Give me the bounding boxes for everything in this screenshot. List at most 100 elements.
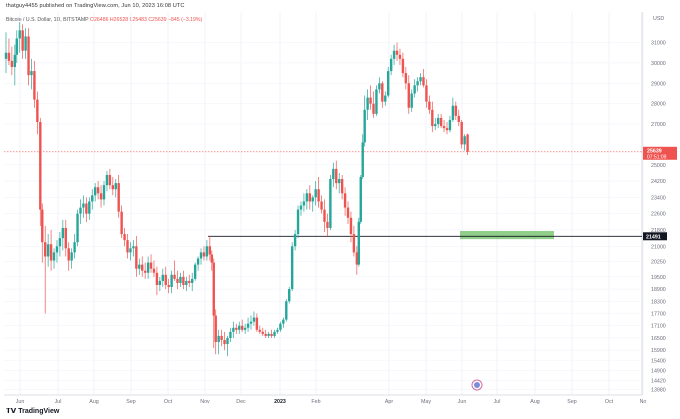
candle-body <box>99 193 103 200</box>
candle-body <box>135 246 138 269</box>
candle-body <box>117 183 120 212</box>
candle-body <box>96 187 100 194</box>
candle-body <box>261 331 264 334</box>
time-tick-label: Dec <box>236 399 246 405</box>
candle-body <box>311 197 314 202</box>
candle-body <box>442 126 446 129</box>
support-zone <box>460 231 554 240</box>
tradingview-logo[interactable]: 𝗧𝗩 TradingView <box>6 407 59 416</box>
candle-body <box>212 262 215 316</box>
candle-body <box>243 327 247 330</box>
candle-body <box>407 83 410 108</box>
candle-body <box>305 193 309 202</box>
candle-body <box>214 315 217 343</box>
candle-body <box>299 205 303 210</box>
candle-body <box>366 97 369 110</box>
price-tick-label: 23400 <box>651 195 666 201</box>
candle-body <box>208 246 212 255</box>
candle-body <box>39 122 42 210</box>
candle-body <box>155 272 159 285</box>
price-tick-label: 19500 <box>651 275 666 281</box>
price-tick-label: 21000 <box>651 244 666 250</box>
candle-body <box>258 329 262 332</box>
candle-body <box>217 335 220 343</box>
candle-body <box>255 317 259 330</box>
candle-body <box>302 201 306 206</box>
candle-body <box>179 276 182 283</box>
candle-body <box>308 193 311 202</box>
candle-body <box>88 201 91 214</box>
time-tick-label: Aug <box>89 399 98 405</box>
candle-body <box>93 187 97 196</box>
candle-body <box>76 213 79 243</box>
candle-body <box>102 185 106 200</box>
candle-body <box>372 103 375 114</box>
time-tick-label: Aug <box>530 399 539 405</box>
candle-body <box>413 85 416 94</box>
time-tick-label: No <box>640 399 647 405</box>
candle-body <box>182 276 185 285</box>
candle-body <box>18 30 21 39</box>
candle-body <box>238 325 241 330</box>
price-tick-label: 24200 <box>651 179 666 185</box>
candle-body <box>323 209 326 222</box>
candle-body <box>229 331 232 338</box>
time-tick-label: May <box>421 399 431 405</box>
price-axis-currency: USD <box>653 16 664 22</box>
candle-body <box>105 174 109 186</box>
candle-body <box>46 244 50 257</box>
candle-body <box>387 71 390 96</box>
time-tick-label: Jun <box>16 399 25 405</box>
candle-body <box>91 195 94 202</box>
level-value: 21491 <box>646 234 661 240</box>
ohlc-close: C25639 <box>148 17 167 23</box>
time-tick-label: Oct <box>164 399 173 405</box>
price-tick-label: 30000 <box>651 61 666 67</box>
price-tick-label: 13980 <box>651 387 666 393</box>
candle-body <box>36 99 39 123</box>
ohlc-change: −845 (−3.19%) <box>167 17 203 23</box>
candle-body <box>61 227 65 239</box>
candle-body <box>460 122 463 145</box>
candle-body <box>352 234 356 253</box>
candle-body <box>129 248 132 253</box>
event-marker-dot <box>474 382 480 388</box>
candle-body <box>120 211 123 235</box>
last-price-value: 25639 <box>647 148 662 154</box>
price-tick-label: 14420 <box>651 378 666 384</box>
candle-body <box>273 331 276 336</box>
candle-body <box>463 136 466 145</box>
price-tick-label: 28000 <box>651 102 666 108</box>
ohlc-high: H26528 <box>109 17 129 23</box>
candle-body <box>108 174 112 186</box>
candle-body <box>24 36 27 51</box>
candle-body <box>67 248 70 261</box>
candle-body <box>264 333 267 336</box>
tradingview-mark-icon: 𝗧𝗩 <box>6 408 17 415</box>
candle-body <box>349 217 353 235</box>
candle-body <box>375 89 378 114</box>
time-tick-label: Sep <box>126 399 135 405</box>
candle-body <box>392 50 396 59</box>
publish-info: thatguy4455 published on TradingView.com… <box>6 3 185 9</box>
candle-body <box>279 323 282 330</box>
candle-body <box>152 268 156 273</box>
candle-body <box>52 252 56 261</box>
candle-body <box>132 246 135 249</box>
candle-body <box>232 327 235 332</box>
candle-body <box>378 83 381 90</box>
time-tick-label: Jul <box>494 399 501 405</box>
candle-body <box>361 142 364 178</box>
candle-body <box>293 234 297 247</box>
candle-body <box>176 278 179 283</box>
candle-body <box>13 54 17 68</box>
candle-body <box>173 274 176 279</box>
candle-body <box>235 327 238 330</box>
candle-body <box>363 109 366 143</box>
price-tick-label: 20250 <box>651 260 666 266</box>
price-tick-label: 18300 <box>651 299 666 305</box>
candle-body <box>276 329 279 332</box>
candle-body <box>282 319 285 324</box>
candle-body <box>422 77 425 86</box>
